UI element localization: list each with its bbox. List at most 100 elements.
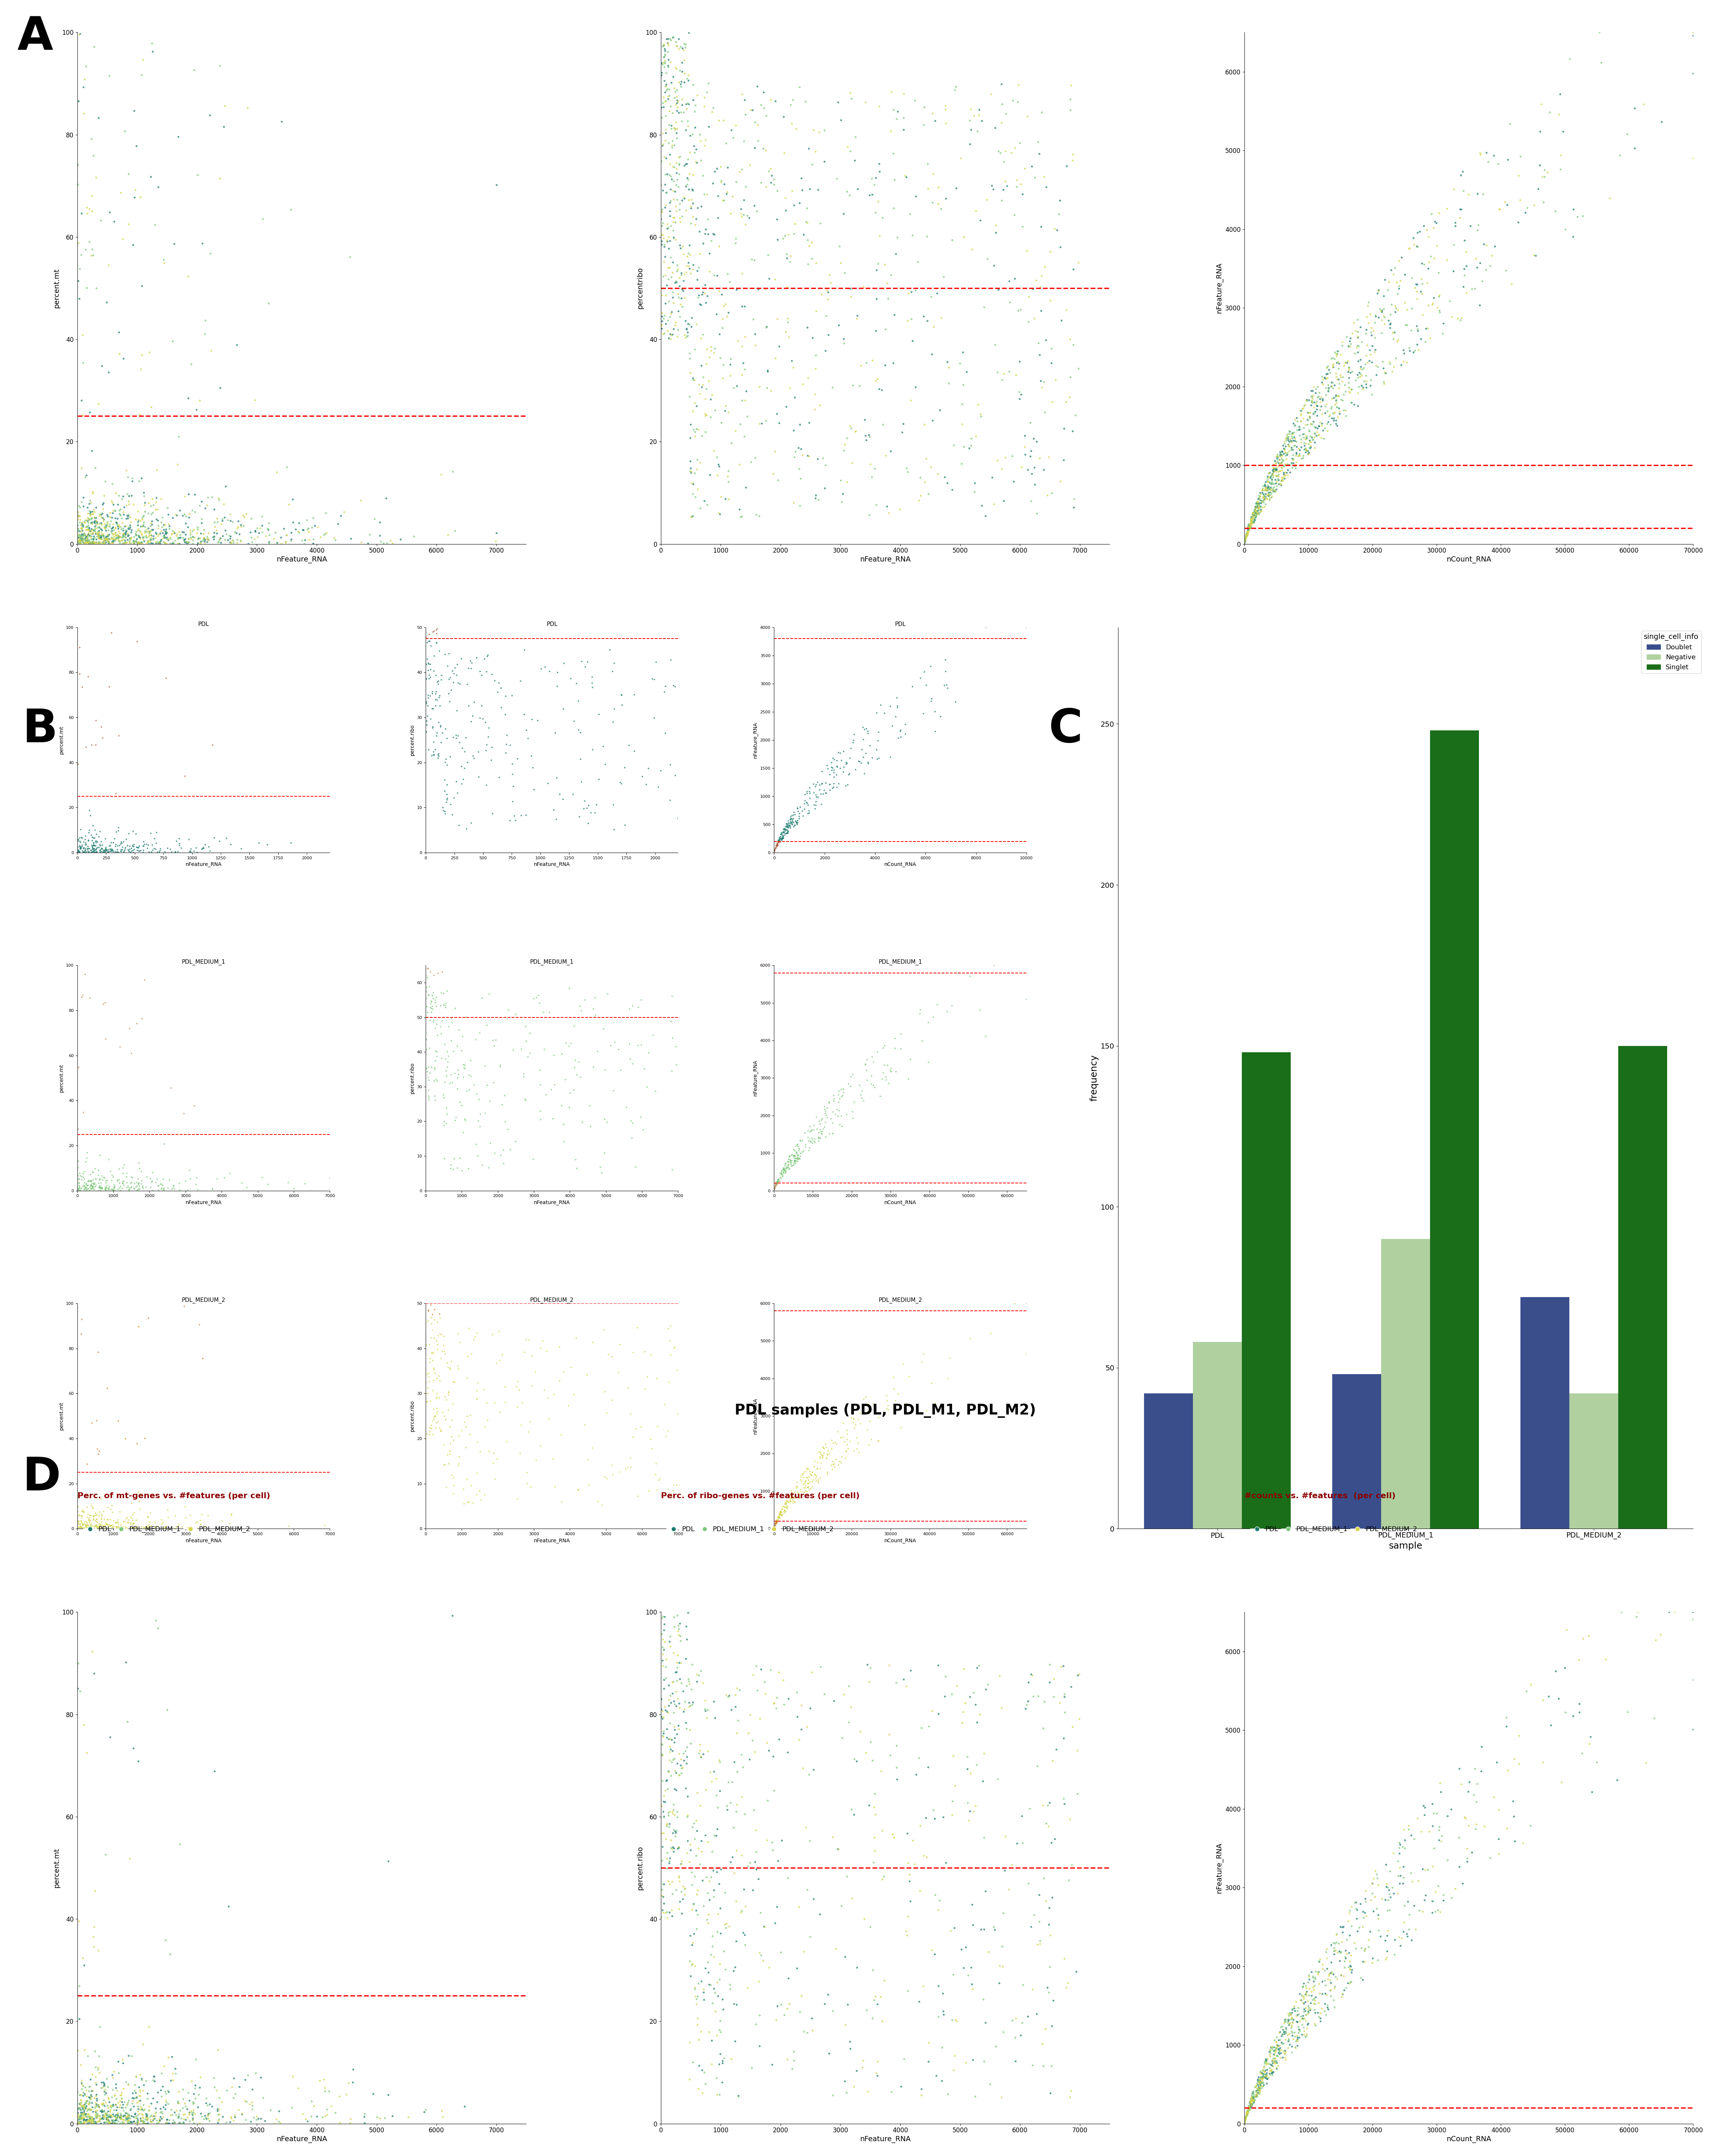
- Point: [672, 1770, 700, 1805]
- Point: [720, 1744, 748, 1779]
- Point: [536, 996, 564, 1031]
- Point: [1349, 1895, 1377, 1930]
- Point: [1404, 313, 1432, 347]
- Point: [421, 1011, 449, 1046]
- Point: [1270, 2005, 1298, 2040]
- Point: [64, 526, 91, 561]
- Point: [143, 2085, 170, 2119]
- Point: [830, 735, 858, 770]
- Point: [76, 2081, 103, 2115]
- Point: [1305, 1966, 1332, 2001]
- Point: [1231, 2102, 1258, 2137]
- Point: [205, 483, 232, 517]
- Point: [870, 1048, 897, 1082]
- Point: [593, 1106, 621, 1141]
- Point: [519, 1143, 547, 1177]
- Point: [1375, 345, 1403, 379]
- Point: [91, 1022, 119, 1056]
- Point: [834, 175, 861, 209]
- Point: [414, 1054, 442, 1089]
- Point: [480, 1065, 507, 1100]
- Point: [445, 1317, 473, 1352]
- Point: [507, 798, 535, 832]
- Point: [801, 776, 829, 811]
- Point: [77, 1498, 105, 1533]
- Point: [772, 194, 799, 229]
- Point: [670, 317, 698, 351]
- Point: [1030, 2048, 1057, 2083]
- Point: [1301, 410, 1329, 444]
- Point: [1301, 420, 1329, 455]
- Point: [273, 517, 301, 552]
- Point: [105, 1505, 132, 1539]
- Point: [1370, 300, 1398, 334]
- Point: [89, 492, 117, 526]
- Point: [710, 1992, 737, 2027]
- Point: [1258, 2046, 1286, 2081]
- Point: [648, 209, 676, 244]
- Point: [74, 1501, 101, 1535]
- Point: [511, 696, 538, 731]
- Point: [316, 1171, 344, 1205]
- Point: [187, 2059, 215, 2093]
- Point: [593, 1395, 621, 1429]
- Point: [784, 1143, 811, 1177]
- Point: [658, 123, 686, 157]
- Point: [1021, 160, 1049, 194]
- Point: [765, 1501, 792, 1535]
- Point: [86, 515, 113, 550]
- Point: [105, 509, 132, 543]
- Point: [103, 2070, 131, 2104]
- Point: [79, 819, 107, 854]
- Point: [1018, 1658, 1045, 1692]
- Point: [136, 526, 163, 561]
- Point: [144, 1611, 172, 1645]
- Point: [72, 832, 100, 867]
- Point: [246, 511, 273, 545]
- Point: [827, 1850, 854, 1884]
- Point: [67, 498, 95, 533]
- Point: [450, 761, 478, 796]
- Point: [813, 300, 841, 334]
- Point: [1253, 472, 1281, 507]
- Point: [901, 1848, 928, 1882]
- Point: [765, 1498, 792, 1533]
- Point: [1239, 2083, 1267, 2117]
- Point: [827, 246, 854, 280]
- Point: [770, 1156, 798, 1190]
- Point: [447, 642, 474, 677]
- Point: [143, 2104, 170, 2139]
- Point: [1250, 2061, 1277, 2096]
- Point: [682, 203, 710, 237]
- Point: [83, 2106, 110, 2141]
- Point: [98, 511, 125, 545]
- Point: [86, 509, 113, 543]
- Point: [701, 1818, 729, 1852]
- Point: [79, 2102, 107, 2137]
- Point: [98, 2098, 125, 2132]
- Point: [665, 1757, 693, 1792]
- Point: [902, 179, 930, 213]
- Point: [107, 2100, 134, 2134]
- Point: [165, 515, 193, 550]
- Point: [77, 1509, 105, 1544]
- Point: [70, 2098, 98, 2132]
- Point: [423, 1406, 450, 1440]
- Point: [108, 2076, 136, 2111]
- Point: [170, 2106, 198, 2141]
- Point: [1238, 502, 1265, 537]
- Point: [1239, 2081, 1267, 2115]
- Point: [129, 502, 156, 537]
- Point: [81, 1169, 108, 1203]
- Point: [1002, 170, 1030, 205]
- Point: [1246, 2055, 1274, 2089]
- Point: [894, 1899, 921, 1934]
- Point: [84, 520, 112, 554]
- Point: [1260, 448, 1288, 483]
- Point: [743, 498, 770, 533]
- Point: [1296, 407, 1324, 442]
- Point: [464, 735, 492, 770]
- Point: [799, 1455, 827, 1490]
- Point: [1267, 2016, 1294, 2050]
- Point: [842, 121, 870, 155]
